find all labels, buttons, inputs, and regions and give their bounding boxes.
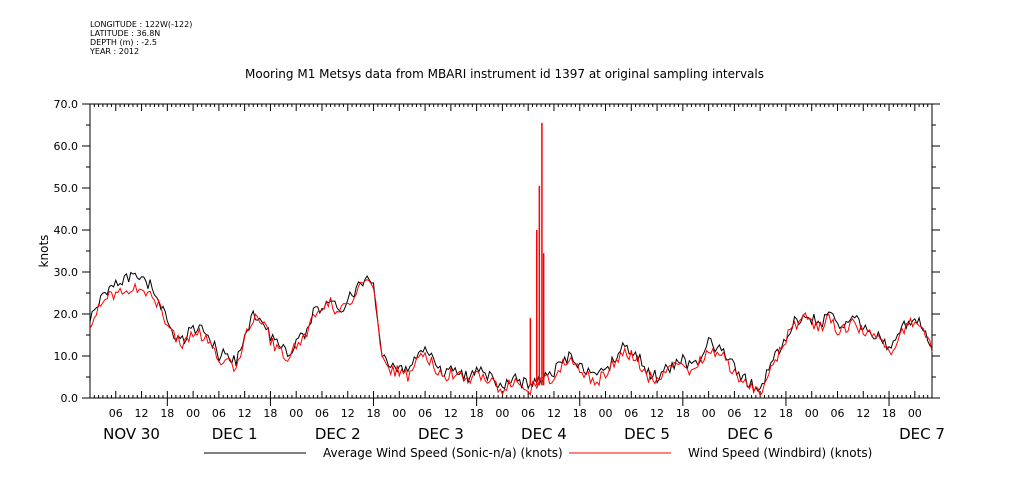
longitude-label: LONGITUDE : 122W(-122) xyxy=(90,20,193,29)
series-line-windbird xyxy=(89,278,933,397)
x-tick-label: 06 xyxy=(624,407,638,420)
x-tick-label: 06 xyxy=(212,407,226,420)
x-tick-label: 12 xyxy=(650,407,664,420)
y-tick-label: 0.0 xyxy=(61,392,79,405)
x-tick-label: 18 xyxy=(882,407,896,420)
x-tick-label: 12 xyxy=(753,407,767,420)
x-tick-label: 12 xyxy=(238,407,252,420)
x-tick-label: 12 xyxy=(135,407,149,420)
x-day-label: DEC 4 xyxy=(521,425,567,443)
x-tick-label: 12 xyxy=(341,407,355,420)
x-tick-label: 12 xyxy=(856,407,870,420)
x-tick-label: 18 xyxy=(779,407,793,420)
x-tick-label: 18 xyxy=(367,407,381,420)
x-tick-label: 06 xyxy=(315,407,329,420)
x-tick-label: 00 xyxy=(289,407,303,420)
x-tick-label: 00 xyxy=(186,407,200,420)
x-tick-label: 00 xyxy=(392,407,406,420)
x-tick-label: 12 xyxy=(444,407,458,420)
x-day-label: DEC 5 xyxy=(624,425,670,443)
x-tick-label: 18 xyxy=(676,407,690,420)
x-day-label: NOV 30 xyxy=(103,425,160,443)
y-tick-label: 60.0 xyxy=(54,140,79,153)
x-day-label: DEC 3 xyxy=(418,425,464,443)
year-label: YEAR : 2012 xyxy=(90,47,140,56)
x-tick-label: 18 xyxy=(573,407,587,420)
x-tick-label: 18 xyxy=(263,407,277,420)
x-tick-label: 00 xyxy=(805,407,819,420)
x-tick-label: 00 xyxy=(599,407,613,420)
plot-frame xyxy=(89,103,933,399)
legend-label-avg: Average Wind Speed (Sonic-n/a) (knots) xyxy=(323,446,563,460)
legend-label-windbird: Wind Speed (Windbird) (knots) xyxy=(688,446,873,460)
x-tick-label: 06 xyxy=(830,407,844,420)
chart-title: Mooring M1 Metsys data from MBARI instru… xyxy=(245,67,764,81)
x-tick-label: 12 xyxy=(547,407,561,420)
y-tick-label: 30.0 xyxy=(54,266,79,279)
x-tick-label: 06 xyxy=(109,407,123,420)
y-tick-label: 10.0 xyxy=(54,350,79,363)
x-day-label: DEC 6 xyxy=(727,425,773,443)
latitude-label: LATITUDE : 36.8N xyxy=(90,29,161,38)
x-day-label: DEC 2 xyxy=(315,425,361,443)
y-axis-label: knots xyxy=(37,235,51,268)
y-tick-label: 20.0 xyxy=(54,308,79,321)
x-tick-label: 06 xyxy=(727,407,741,420)
y-tick-label: 40.0 xyxy=(54,224,79,237)
x-tick-label: 00 xyxy=(495,407,509,420)
x-day-label: DEC 1 xyxy=(212,425,258,443)
depth-label: DEPTH (m) : -2.5 xyxy=(90,38,157,47)
x-tick-label: 00 xyxy=(702,407,716,420)
x-tick-label: 18 xyxy=(160,407,174,420)
y-tick-label: 70.0 xyxy=(54,98,79,111)
x-tick-label: 18 xyxy=(470,407,484,420)
x-tick-label: 06 xyxy=(418,407,432,420)
x-tick-label: 00 xyxy=(908,407,922,420)
y-tick-label: 50.0 xyxy=(54,182,79,195)
series-line-avg xyxy=(89,271,933,393)
x-day-label: DEC 7 xyxy=(899,425,945,443)
x-tick-label: 06 xyxy=(521,407,535,420)
